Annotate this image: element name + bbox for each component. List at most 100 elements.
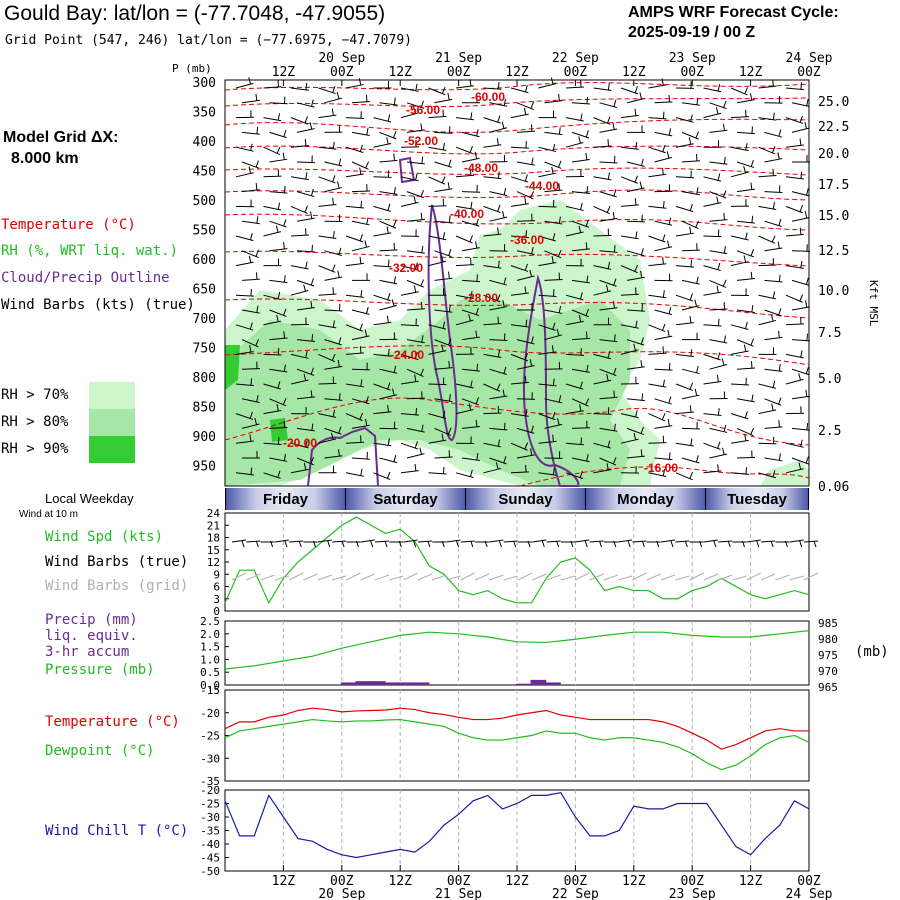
legend-cloud: Cloud/Precip Outline <box>1 270 170 286</box>
wind-speed-tick-label: 3 <box>213 593 220 606</box>
wind-barb-shaft <box>434 277 453 281</box>
wind-barb-shaft <box>269 102 288 105</box>
wind-barb-flag <box>558 216 561 224</box>
wind-barb-flag <box>475 218 479 226</box>
wind-barb-flag <box>337 359 340 367</box>
wind-barb-flag <box>249 434 252 442</box>
wind-barb-flag <box>503 422 506 430</box>
wind-barb-flag <box>613 301 615 309</box>
wind-barb-flag <box>804 121 808 129</box>
wind-barb-flag <box>558 305 562 313</box>
wind-barb-flag <box>503 366 507 374</box>
wind-barb-flag <box>524 286 527 294</box>
date-tick-label-bottom: 24 Sep <box>786 887 833 900</box>
wind-barb-shaft <box>648 84 667 89</box>
wind-barb-flag <box>332 175 336 183</box>
pressure-tick-label: 450 <box>193 165 216 180</box>
wind-speed-tick-label: 21 <box>207 519 220 532</box>
wind-barb-flag <box>331 353 336 361</box>
wind-barb-shaft <box>709 279 727 288</box>
wind-barb-flag <box>497 171 500 179</box>
forecast-cycle-title: AMPS WRF Forecast Cycle: <box>628 4 839 21</box>
grid-wind-barb <box>646 573 661 581</box>
time-tick-label-bottom: 00Z <box>447 874 471 889</box>
wind-barb-shaft <box>791 279 810 286</box>
wind-barb-flag <box>607 83 610 91</box>
date-tick-label-top: 24 Sep <box>786 51 833 66</box>
wind-barb-flag <box>277 291 281 299</box>
wind-barb-flag <box>613 99 617 107</box>
wind-barb-flag <box>607 351 611 359</box>
wind-barb-flag <box>393 276 397 284</box>
wind-barb-shaft <box>620 114 639 119</box>
wind-barb-flag <box>387 203 391 211</box>
rh70-swatch <box>89 382 135 409</box>
surface-wind-barb <box>317 539 332 543</box>
wind-barb-flag <box>440 255 444 263</box>
wind-barb-flag <box>255 339 260 346</box>
surface-wind-barb <box>360 539 375 543</box>
wind-barb-shaft <box>379 159 398 163</box>
wind-barb-flag <box>716 374 719 382</box>
surface-wind-barb-flag <box>384 540 388 548</box>
wind-barb-flag <box>806 98 809 107</box>
wind-barb-flag <box>497 115 501 123</box>
time-tick-label-top: 12Z <box>739 65 763 80</box>
wind-barb-flag <box>607 440 611 448</box>
wind-barb-shaft <box>406 453 425 459</box>
wind-barb-flag <box>475 397 479 405</box>
precip-bar <box>413 682 430 685</box>
surface-wind-barb-flag <box>441 540 445 548</box>
grid-wind-barb <box>589 573 604 581</box>
wind-barb-flag <box>524 375 527 383</box>
wind-barb-flag <box>531 246 534 255</box>
wind-barb-flag <box>586 364 589 372</box>
wind-barb-flag <box>661 78 664 86</box>
wind-chill-panel <box>224 789 810 872</box>
wind-barb-shaft <box>648 413 666 422</box>
wind-barb-flag <box>311 99 314 107</box>
wind-barb-flag <box>640 449 643 457</box>
wind-barb-flag <box>690 438 693 446</box>
surface-wind-barb-flag <box>784 540 788 548</box>
pressure-tick-label: 300 <box>193 76 216 91</box>
wind-barb-flag <box>550 77 554 85</box>
wind-barb-flag <box>448 215 451 223</box>
wind-barb-flag <box>689 472 694 479</box>
wind-barb-shaft <box>730 413 749 420</box>
wind-barb-shaft <box>758 175 777 178</box>
wind-barb-flag <box>414 374 417 382</box>
wind-barb-flag <box>805 389 808 397</box>
wind-barb-flag <box>360 290 363 298</box>
wind-barb-flag <box>668 452 671 460</box>
wind-barb-flag <box>310 188 314 196</box>
wind-barb-shaft <box>290 176 309 181</box>
wind-barb-shaft <box>516 130 535 133</box>
temperature-contour-label: -48.00 <box>464 161 498 175</box>
wind-barb-flag <box>689 293 693 301</box>
wind-barb-shaft <box>318 324 337 329</box>
wind-barb-flag <box>778 308 782 316</box>
wind-barb-flag <box>635 142 638 150</box>
wind-barb-flag <box>304 205 309 213</box>
wind-barb-shaft <box>648 442 667 444</box>
wind-barb-flag <box>716 196 719 204</box>
wind-barb-flag <box>255 160 259 168</box>
wind-barb-shaft <box>345 173 364 178</box>
wind-barb-flag <box>448 360 450 368</box>
wind-barb-shaft <box>620 176 638 184</box>
wind-barb-flag <box>387 293 391 300</box>
wind-barb-shaft <box>483 87 502 90</box>
grid-wind-barb <box>474 573 490 581</box>
wind-barb-flag <box>525 319 528 327</box>
wind-barb-shaft <box>373 411 392 415</box>
wind-barb-flag <box>448 271 450 279</box>
pressure-tick-label: 650 <box>193 283 216 298</box>
temperature-contour <box>224 145 810 155</box>
precip-bar <box>516 683 532 685</box>
height-tick-label: 5.0 <box>818 372 841 387</box>
surface-wind-barb-flag <box>684 540 688 548</box>
wind-barb-flag <box>634 108 637 116</box>
wind-barb-flag <box>778 218 782 226</box>
wind-barb-flag <box>364 240 368 248</box>
